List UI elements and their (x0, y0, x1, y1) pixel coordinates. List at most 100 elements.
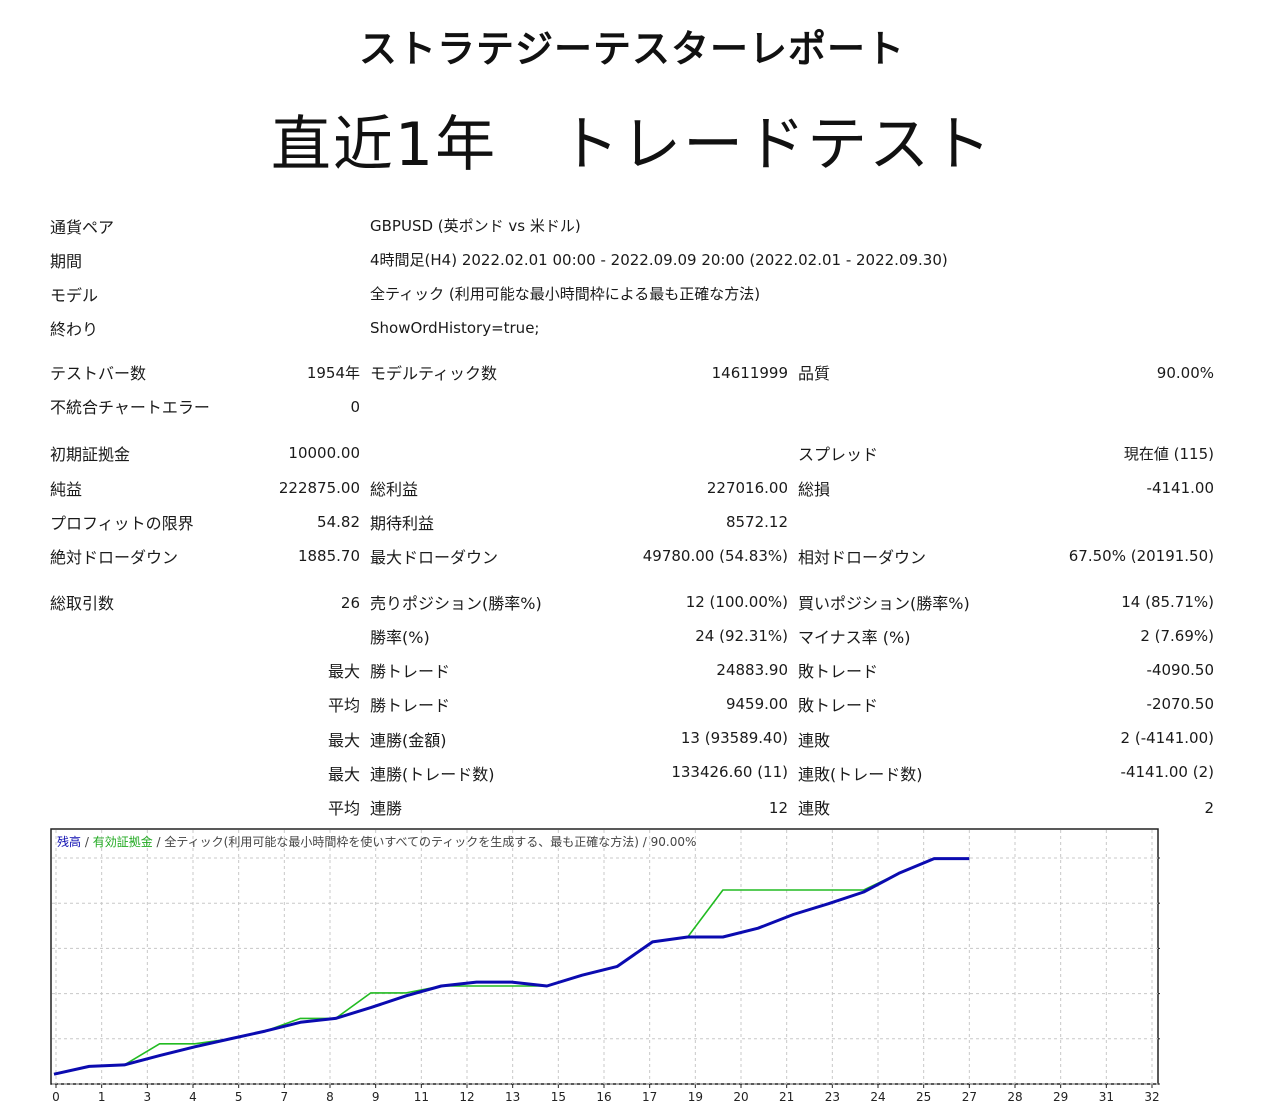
max-consecutive-loss-amount-label: 連敗(トレード数) (798, 765, 923, 784)
legend-separator: / (81, 835, 93, 849)
max-consecutive-profit-value: 133426.60 (11) (671, 763, 788, 781)
chart-legend: 残高 / 有効証拠金 / 全ティック(利用可能な最小時間枠を使いすべてのティック… (57, 833, 696, 850)
gross-loss-value: -4141.00 (1146, 479, 1214, 497)
balance-line (53, 857, 970, 1076)
average-consecutive-losses-label: 連敗 (798, 799, 831, 818)
deposit-value: 10000.00 (288, 444, 360, 462)
largest-word: 最大 (327, 662, 360, 681)
x-tick-label: 20 (733, 1090, 748, 1104)
average-win-label: 勝トレード (370, 696, 451, 715)
mismatch-value: 0 (350, 398, 360, 416)
max-drawdown-value: 49780.00 (54.83%) (642, 547, 788, 565)
average-consecutive-wins-value: 12 (768, 799, 788, 817)
x-tick-label: 25 (916, 1090, 931, 1104)
x-tick-label: 4 (189, 1090, 197, 1104)
x-tick-label: 28 (1007, 1090, 1022, 1104)
long-positions-label: 買いポジション(勝率%) (798, 594, 970, 613)
max-consecutive-loss-amount-value: -4141.00 (2) (1120, 763, 1214, 781)
x-tick-label: 17 (642, 1090, 657, 1104)
x-tick-label: 31 (1099, 1090, 1114, 1104)
ticks-value: 14611999 (711, 364, 788, 382)
spread-value: 現在値 (115) (1123, 445, 1214, 463)
legend-equity: 有効証拠金 (92, 835, 153, 849)
max-consecutive-profit-label: 連勝(トレード数) (370, 765, 495, 784)
ticks-label: モデルティック数 (370, 364, 498, 383)
bars-label: テストバー数 (50, 364, 147, 383)
max-consecutive-losses-value: 2 (-4141.00) (1120, 729, 1214, 747)
expected-payoff-label: 期待利益 (370, 514, 435, 533)
win-rate-value: 24 (92.31%) (695, 627, 788, 645)
balance-chart: 0 1 3 4 5 7 8 9 11 12 13 15 16 17 19 20 21 23 24 25 27 28 29 31… (50, 828, 1160, 1104)
params-value: ShowOrdHistory=true; (370, 319, 540, 337)
x-tick-label: 24 (870, 1090, 885, 1104)
x-tick-label: 7 (281, 1090, 289, 1104)
net-profit-label: 純益 (50, 480, 83, 499)
absolute-drawdown-label: 絶対ドローダウン (50, 548, 179, 567)
model-label: モデル (50, 286, 99, 305)
average-win-value: 9459.00 (725, 695, 788, 713)
x-tick-label: 29 (1053, 1090, 1068, 1104)
x-tick-label: 9 (372, 1090, 380, 1104)
bars-value: 1954年 (306, 364, 360, 382)
gross-profit-value: 227016.00 (706, 479, 788, 497)
profit-factor-label: プロフィットの限界 (50, 514, 194, 533)
loss-rate-value: 2 (7.69%) (1140, 627, 1214, 645)
largest-loss-value: -4090.50 (1146, 661, 1214, 679)
win-rate-label: 勝率(%) (370, 628, 430, 647)
average-consecutive-word: 平均 (327, 799, 360, 818)
x-tick-label: 21 (779, 1090, 794, 1104)
quality-value: 90.00% (1156, 364, 1214, 382)
max-consecutive-wins-label: 連勝(金額) (370, 731, 447, 750)
x-tick-label: 15 (551, 1090, 566, 1104)
max-drawdown-label: 最大ドローダウン (370, 548, 499, 567)
max-consecutive-wins-value: 13 (93589.40) (680, 729, 788, 747)
x-tick-label: 19 (688, 1090, 703, 1104)
x-tick-label: 8 (326, 1090, 334, 1104)
max-consecutive-profit-word: 最大 (327, 765, 360, 784)
report-title: ストラテジーテスターレポート (358, 27, 905, 71)
x-tick-label: 1 (98, 1090, 106, 1104)
spread-label: スプレッド (798, 445, 879, 464)
absolute-drawdown-value: 1885.70 (297, 547, 360, 565)
average-word: 平均 (327, 696, 360, 715)
x-tick-label: 13 (505, 1090, 520, 1104)
largest-loss-label: 敗トレード (798, 662, 879, 681)
short-positions-value: 12 (100.00%) (685, 593, 788, 611)
params-label: 終わり (50, 320, 99, 339)
deposit-label: 初期証拠金 (50, 445, 131, 464)
gross-loss-label: 総損 (798, 480, 831, 499)
max-consecutive-word: 最大 (327, 731, 360, 750)
max-consecutive-losses-label: 連敗 (798, 731, 831, 750)
x-tick-label: 3 (144, 1090, 152, 1104)
model-value: 全ティック (利用可能な最小時間枠による最も正確な方法) (370, 285, 761, 303)
average-loss-label: 敗トレード (798, 696, 879, 715)
legend-description: / 全ティック(利用可能な最小時間枠を使いすべてのティックを生成する、最も正確な… (152, 835, 697, 849)
equity-line (53, 857, 970, 1075)
x-tick-label: 12 (459, 1090, 474, 1104)
average-consecutive-losses-value: 2 (1204, 799, 1214, 817)
x-tick-label: 5 (235, 1090, 243, 1104)
largest-win-value: 24883.90 (716, 661, 788, 679)
period-value: 4時間足(H4) 2022.02.01 00:00 - 2022.09.09 2… (370, 251, 948, 269)
profit-factor-value: 54.82 (317, 513, 360, 531)
largest-win-label: 勝トレード (370, 662, 451, 681)
x-tick-label: 16 (596, 1090, 611, 1104)
x-tick-label: 27 (962, 1090, 977, 1104)
relative-drawdown-label: 相対ドローダウン (798, 548, 927, 567)
x-tick-label: 11 (414, 1090, 429, 1104)
quality-label: 品質 (798, 364, 831, 383)
relative-drawdown-value: 67.50% (20191.50) (1068, 547, 1214, 565)
report-subtitle: 直近1年 トレードテスト (270, 110, 994, 180)
gross-profit-label: 総利益 (370, 480, 419, 499)
x-tick-label: 32 (1144, 1090, 1159, 1104)
currency-pair-value: GBPUSD (英ポンド vs 米ドル) (370, 217, 581, 235)
currency-pair-label: 通貨ペア (50, 218, 115, 237)
long-positions-value: 14 (85.71%) (1121, 593, 1214, 611)
loss-rate-label: マイナス率 (%) (798, 628, 911, 647)
average-loss-value: -2070.50 (1146, 695, 1214, 713)
x-tick-label: 23 (825, 1090, 840, 1104)
x-tick-label: 0 (52, 1090, 60, 1104)
expected-payoff-value: 8572.12 (725, 513, 788, 531)
average-consecutive-wins-label: 連勝 (370, 799, 403, 818)
total-trades-label: 総取引数 (50, 594, 115, 613)
